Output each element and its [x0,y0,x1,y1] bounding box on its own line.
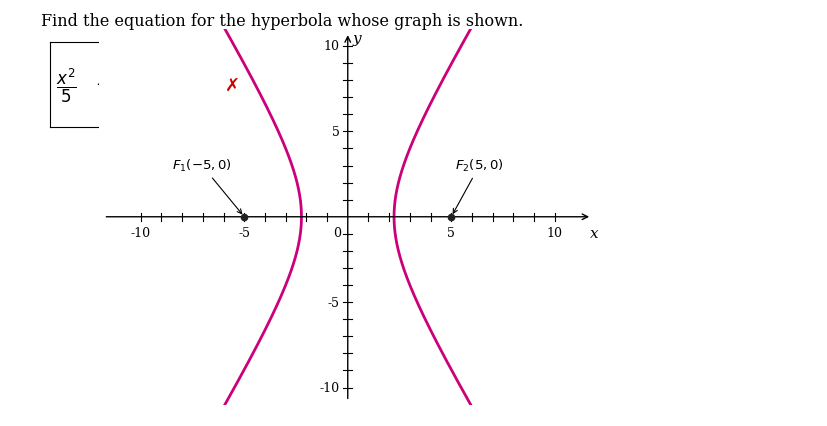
Text: $= 1$: $= 1$ [158,74,189,92]
Text: Find the equation for the hyperbola whose graph is shown.: Find the equation for the hyperbola whos… [41,13,523,30]
Text: $-$: $-$ [95,74,110,92]
Text: $\dfrac{x^2}{5}$: $\dfrac{x^2}{5}$ [55,66,77,104]
Text: $\dfrac{y^2}{20}$: $\dfrac{y^2}{20}$ [124,64,147,106]
Text: -5: -5 [238,227,250,239]
Text: -5: -5 [327,296,339,309]
Text: 10: 10 [323,40,339,53]
Text: -10: -10 [131,227,151,239]
Text: ✗: ✗ [225,76,240,94]
Text: -10: -10 [319,381,339,394]
Text: 5: 5 [331,126,339,138]
Text: $F_1(-5, 0)$: $F_1(-5, 0)$ [171,158,241,214]
Text: $F_2(5, 0)$: $F_2(5, 0)$ [452,158,504,214]
Text: y: y [352,32,361,46]
Text: x: x [589,227,598,241]
Text: 0: 0 [333,227,341,239]
Text: 5: 5 [447,227,455,239]
Text: 10: 10 [546,227,562,239]
